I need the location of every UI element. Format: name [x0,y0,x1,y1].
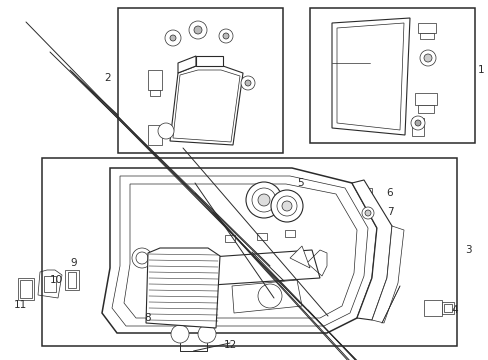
Polygon shape [170,66,243,145]
Bar [148,70,162,90]
Text: 11: 11 [13,300,26,310]
Bar [357,188,371,202]
Circle shape [194,26,202,34]
Text: 12: 12 [223,340,236,350]
Bar [18,278,34,300]
Circle shape [270,190,303,222]
Bar [443,304,451,312]
Circle shape [132,248,152,268]
Circle shape [258,194,269,206]
Text: 1: 1 [477,65,483,75]
Bar [65,270,79,290]
Text: 2: 2 [104,73,111,83]
Bar [342,288,350,293]
Bar [42,158,456,346]
Polygon shape [102,168,376,333]
Text: 7: 7 [386,207,392,217]
Circle shape [410,116,424,130]
Bar [257,233,266,240]
Text: 3: 3 [464,245,470,255]
Circle shape [276,196,296,216]
Bar [441,302,453,314]
Bar [156,278,165,292]
Bar [193,175,254,207]
Text: 6: 6 [386,188,392,198]
Bar [177,176,186,196]
Polygon shape [196,56,223,66]
Circle shape [282,201,291,211]
Polygon shape [331,18,409,135]
Polygon shape [146,248,220,328]
Bar [423,300,441,316]
Circle shape [223,33,228,39]
Circle shape [164,30,181,46]
Bar [202,332,212,338]
Bar [359,190,369,200]
Bar [190,172,258,210]
Circle shape [219,29,232,43]
Circle shape [361,207,373,219]
Circle shape [423,54,431,62]
Bar [68,272,76,288]
Bar [339,270,347,275]
Bar [120,209,175,215]
Polygon shape [178,56,196,73]
Circle shape [170,35,176,41]
Bar [414,93,436,105]
Polygon shape [351,180,391,320]
Circle shape [245,182,282,218]
Bar [150,90,160,96]
Bar [339,236,347,241]
Text: 4: 4 [451,305,457,315]
Bar [118,8,283,153]
Text: 8: 8 [144,313,151,323]
Bar [342,253,350,258]
Circle shape [244,80,250,86]
Circle shape [241,76,254,90]
Bar [148,125,162,145]
Bar [339,306,347,311]
Bar [309,8,474,143]
Circle shape [364,210,370,216]
Bar [417,23,435,33]
Bar [20,280,32,298]
Bar [120,201,175,207]
Bar [120,217,175,223]
Bar [417,105,433,113]
Bar [224,235,235,242]
Bar [44,276,56,292]
Circle shape [419,50,435,66]
Text: 10: 10 [49,275,62,285]
Bar [120,225,175,231]
Bar [152,268,182,290]
Circle shape [171,325,189,343]
Bar [419,33,433,39]
Circle shape [158,123,174,139]
Circle shape [251,188,275,212]
Bar [175,332,184,338]
Text: 9: 9 [71,258,77,268]
Circle shape [414,120,420,126]
Polygon shape [371,226,403,323]
Text: 5: 5 [296,178,303,188]
Bar [285,230,294,237]
Circle shape [189,21,206,39]
Circle shape [198,325,216,343]
Polygon shape [289,246,309,268]
Bar [361,209,369,217]
Bar [411,118,423,136]
Bar [120,193,175,199]
